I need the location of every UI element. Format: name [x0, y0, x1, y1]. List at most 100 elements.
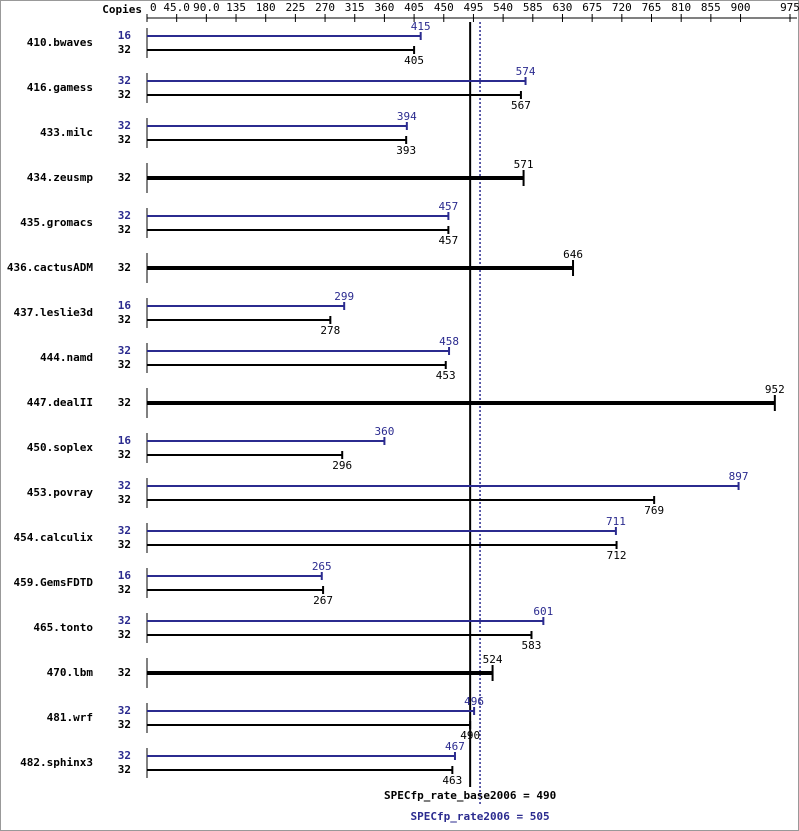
value-label: 646 — [563, 248, 583, 261]
value-label: 463 — [442, 774, 462, 787]
copies-label: 32 — [118, 749, 131, 762]
value-label: 458 — [439, 335, 459, 348]
value-label: 265 — [312, 560, 332, 573]
copies-label: 32 — [118, 524, 131, 537]
benchmark-label: 436.cactusADM — [7, 261, 93, 274]
copies-label: 32 — [118, 358, 131, 371]
x-tick-label: 975 — [780, 1, 799, 14]
value-label: 467 — [445, 740, 465, 753]
copies-label: 32 — [118, 493, 131, 506]
copies-label: 32 — [118, 666, 131, 679]
value-label: 405 — [404, 54, 424, 67]
x-tick-label: 360 — [374, 1, 394, 14]
x-tick-label: 675 — [582, 1, 602, 14]
copies-label: 32 — [118, 223, 131, 236]
x-tick-label: 450 — [434, 1, 454, 14]
copies-label: 32 — [118, 614, 131, 627]
value-label: 394 — [397, 110, 417, 123]
x-tick-label: 720 — [612, 1, 632, 14]
x-tick-label: 225 — [285, 1, 305, 14]
copies-label: 16 — [118, 29, 132, 42]
copies-label: 32 — [118, 344, 131, 357]
x-tick-label: 45.0 — [163, 1, 190, 14]
value-label: 415 — [411, 20, 431, 33]
benchmark-label: 454.calculix — [14, 531, 94, 544]
copies-label: 32 — [118, 133, 131, 146]
value-label: 490 — [460, 729, 480, 742]
x-tick-label: 135 — [226, 1, 246, 14]
benchmark-label: 459.GemsFDTD — [14, 576, 94, 589]
benchmark-label: 450.soplex — [27, 441, 94, 454]
x-tick-label: 90.0 — [193, 1, 220, 14]
benchmark-label: 433.milc — [40, 126, 93, 139]
x-tick-label: 630 — [553, 1, 573, 14]
copies-header: Copies — [102, 3, 142, 16]
copies-label: 32 — [118, 74, 131, 87]
x-tick-label: 405 — [404, 1, 424, 14]
reference-label: SPECfp_rate_base2006 = 490 — [384, 789, 556, 802]
copies-label: 32 — [118, 209, 131, 222]
x-tick-label: 900 — [731, 1, 751, 14]
copies-label: 32 — [118, 704, 131, 717]
x-tick-label: 765 — [642, 1, 662, 14]
value-label: 393 — [396, 144, 416, 157]
value-label: 583 — [522, 639, 542, 652]
benchmark-label: 481.wrf — [47, 711, 93, 724]
x-tick-label: 315 — [345, 1, 365, 14]
copies-label: 32 — [118, 171, 131, 184]
value-label: 299 — [334, 290, 354, 303]
value-label: 952 — [765, 383, 785, 396]
copies-label: 32 — [118, 479, 131, 492]
benchmark-label: 410.bwaves — [27, 36, 93, 49]
copies-label: 32 — [118, 261, 131, 274]
value-label: 453 — [436, 369, 456, 382]
value-label: 571 — [514, 158, 534, 171]
value-label: 267 — [313, 594, 333, 607]
x-tick-label: 0 — [150, 1, 157, 14]
copies-label: 32 — [118, 718, 131, 731]
copies-label: 32 — [118, 119, 131, 132]
copies-label: 32 — [118, 763, 131, 776]
copies-label: 32 — [118, 396, 131, 409]
benchmark-label: 482.sphinx3 — [20, 756, 93, 769]
value-label: 567 — [511, 99, 531, 112]
x-tick-label: 855 — [701, 1, 721, 14]
value-label: 769 — [644, 504, 664, 517]
value-label: 711 — [606, 515, 626, 528]
copies-label: 32 — [118, 583, 131, 596]
x-tick-label: 180 — [256, 1, 276, 14]
value-label: 457 — [438, 200, 458, 213]
benchmark-label: 465.tonto — [33, 621, 93, 634]
x-tick-label: 495 — [464, 1, 484, 14]
benchmark-label: 470.lbm — [47, 666, 94, 679]
copies-label: 16 — [118, 569, 132, 582]
value-label: 712 — [607, 549, 627, 562]
value-label: 574 — [516, 65, 536, 78]
value-label: 897 — [729, 470, 749, 483]
benchmark-label: 447.dealII — [27, 396, 93, 409]
copies-label: 32 — [118, 538, 131, 551]
copies-label: 32 — [118, 448, 131, 461]
value-label: 496 — [464, 695, 484, 708]
benchmark-label: 435.gromacs — [20, 216, 93, 229]
value-label: 360 — [374, 425, 394, 438]
x-tick-label: 270 — [315, 1, 335, 14]
copies-label: 16 — [118, 299, 132, 312]
benchmark-label: 444.namd — [40, 351, 93, 364]
benchmark-label: 437.leslie3d — [14, 306, 93, 319]
copies-label: 32 — [118, 628, 131, 641]
reference-label: SPECfp_rate2006 = 505 — [411, 810, 550, 823]
benchmark-label: 453.povray — [27, 486, 94, 499]
value-label: 457 — [438, 234, 458, 247]
value-label: 296 — [332, 459, 352, 472]
value-label: 278 — [320, 324, 340, 337]
benchmark-label: 434.zeusmp — [27, 171, 94, 184]
x-tick-label: 585 — [523, 1, 543, 14]
copies-label: 32 — [118, 88, 131, 101]
copies-label: 32 — [118, 43, 131, 56]
value-label: 524 — [483, 653, 503, 666]
x-tick-label: 810 — [671, 1, 691, 14]
copies-label: 16 — [118, 434, 132, 447]
